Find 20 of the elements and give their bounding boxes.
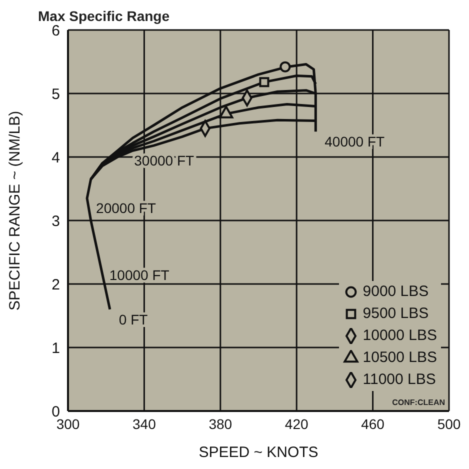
y-tick-label: 1: [52, 340, 60, 357]
y-tick-label: 6: [52, 22, 60, 40]
chart-title: Max Specific Range: [38, 8, 170, 24]
y-tick-label: 5: [52, 86, 60, 103]
legend-label: 10000 LBS: [362, 326, 437, 346]
x-tick-label: 500: [437, 416, 461, 432]
x-tick-label: 420: [284, 416, 308, 432]
x-tick-label: 460: [361, 416, 385, 432]
legend-label: 9000 LBS: [362, 282, 429, 302]
x-tick-label: 380: [208, 416, 232, 432]
y-tick-label: 3: [52, 212, 60, 230]
y-tick-label: 4: [52, 149, 60, 166]
y-axis-title: SPECIFIC RANGE ~ (NM/LB): [6, 110, 24, 310]
legend-label: 11000 LBS: [362, 370, 436, 390]
x-tick-label: 340: [132, 416, 156, 432]
annotation: CONF:CLEAN: [392, 398, 445, 407]
legend-label: 9500 LBS: [362, 304, 429, 324]
legend-label: 10500 LBS: [362, 348, 437, 368]
x-axis-title: SPEED ~ KNOTS: [198, 444, 318, 461]
y-tick-label: 2: [52, 276, 60, 294]
